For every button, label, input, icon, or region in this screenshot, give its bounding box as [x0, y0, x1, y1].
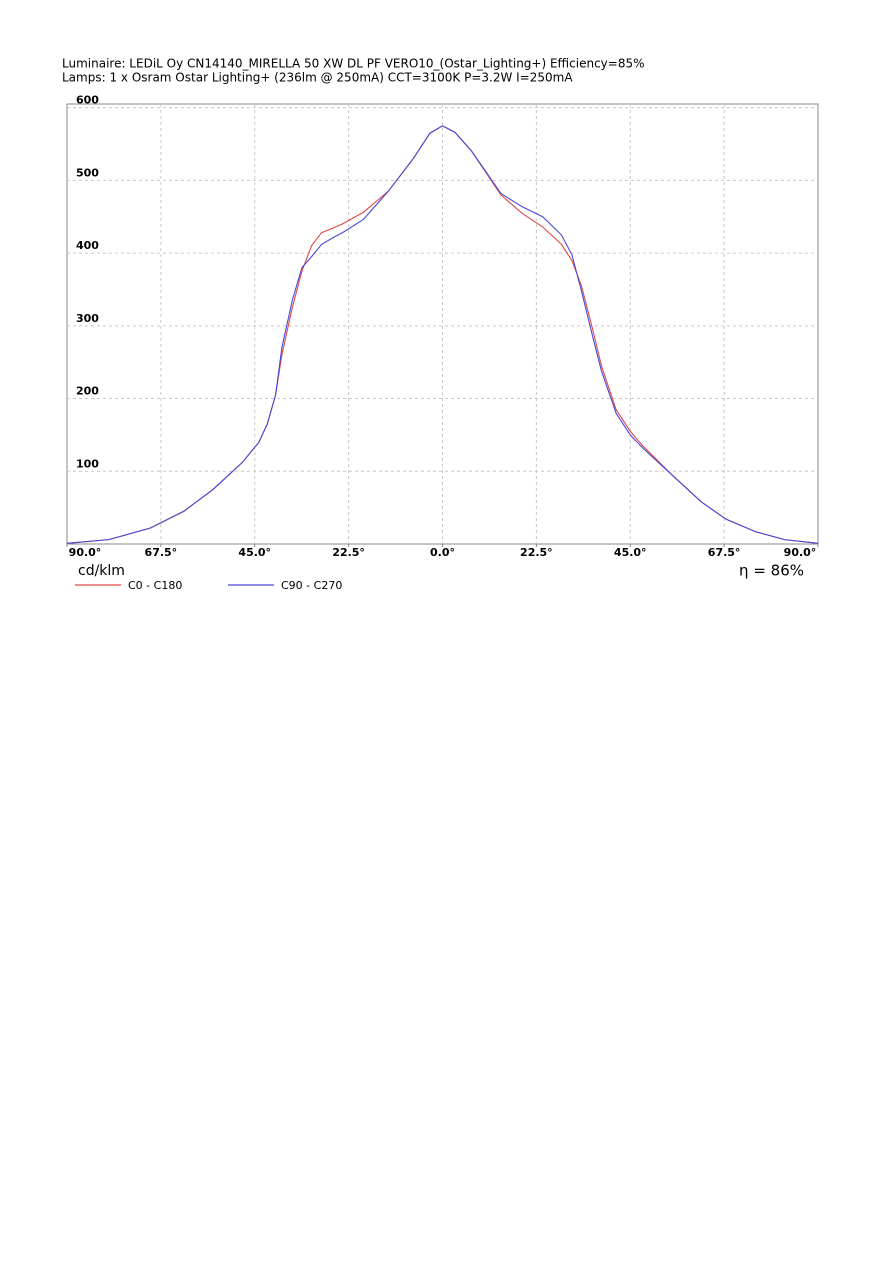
y-tick-label: 400: [76, 239, 99, 252]
x-tick-label: 90.0°: [784, 546, 817, 559]
y-tick-label: 600: [76, 94, 99, 107]
x-tick-label: 90.0°: [69, 546, 102, 559]
x-tick-label: 67.5°: [145, 546, 178, 559]
chart-title: Luminaire: LEDiL Oy CN14140_MIRELLA 50 X…: [62, 57, 645, 71]
x-tick-label: 0.0°: [430, 546, 455, 559]
annotation: η = 86%: [739, 562, 804, 580]
x-tick-label: 22.5°: [520, 546, 553, 559]
x-tick-label: 22.5°: [332, 546, 365, 559]
chart-subtitle: Lamps: 1 x Osram Ostar Lighting+ (236lm …: [62, 71, 573, 85]
legend-label: C90 - C270: [281, 579, 342, 592]
y-axis-label: cd/klm: [78, 563, 125, 579]
x-tick-label: 45.0°: [614, 546, 647, 559]
x-tick-label: 45.0°: [238, 546, 271, 559]
y-tick-label: 200: [76, 385, 99, 398]
series-line: [66, 125, 819, 544]
x-tick-label: 67.5°: [708, 546, 741, 559]
y-tick-label: 100: [76, 457, 99, 470]
y-tick-label: 300: [76, 312, 99, 325]
legend-label: C0 - C180: [128, 579, 182, 592]
y-tick-label: 500: [76, 166, 99, 179]
